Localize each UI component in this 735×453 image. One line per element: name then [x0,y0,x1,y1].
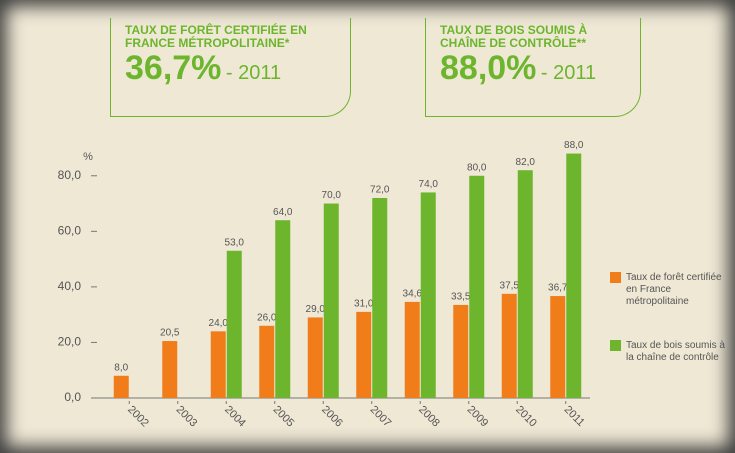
legend-swatch [610,272,621,283]
bar [404,301,420,398]
callout-title: TAUX DE FORÊT CERTIFIÉE EN FRANCE MÉTROP… [125,23,307,50]
value-label: 36,7 [548,283,568,294]
legend-label: Taux de bois soumis à la chaîne de contr… [626,340,725,363]
value-label: 20,5 [160,328,180,339]
y-tick-label: 0,0 [64,390,81,404]
legend-label: Taux de forêt certifiée en France métrop… [626,272,722,307]
value-label: 53,0 [225,237,245,248]
x-tick-label: 2003 [174,404,200,430]
x-tick-label: 2006 [319,404,345,430]
bar [259,325,275,398]
value-label: 31,0 [354,299,374,310]
x-tick-label: 2005 [271,404,297,430]
x-tick-label: 2011 [562,404,587,429]
bar [162,341,178,398]
callout: TAUX DE FORÊT CERTIFIÉE EN FRANCE MÉTROP… [110,18,351,117]
y-tick-label: 80,0 [58,168,82,182]
value-label: 88,0 [564,140,584,151]
bar [307,317,323,398]
y-tick-label: 60,0 [58,224,82,238]
value-label: 82,0 [516,157,536,168]
bar [356,311,372,398]
y-tick-label: 40,0 [58,279,82,293]
bar [469,175,485,398]
bar [372,198,388,398]
value-label: 37,5 [500,280,520,291]
bar [517,170,533,398]
bar [453,304,469,398]
bar [113,375,129,398]
bar [323,203,339,398]
value-label: 74,0 [419,179,439,190]
bar [501,293,517,398]
y-axis-label: % [83,151,93,163]
x-tick-label: 2007 [368,404,394,430]
callout-year: - 2011 [540,62,597,84]
callout-title: TAUX DE BOIS SOUMIS À CHAÎNE DE CONTRÔLE… [440,23,588,50]
x-tick-label: 2008 [416,404,442,430]
bar [226,250,242,398]
bar [566,153,582,398]
value-label: 24,0 [209,318,229,329]
x-tick-label: 2004 [222,404,248,430]
value-label: 80,0 [467,162,487,173]
value-label: 29,0 [306,304,326,315]
callout: TAUX DE BOIS SOUMIS À CHAÎNE DE CONTRÔLE… [425,18,641,117]
value-label: 26,0 [257,312,277,323]
callout-value: 36,7% [125,49,222,87]
bar [275,220,291,398]
bar [420,192,436,398]
value-label: 8,0 [114,362,128,373]
value-label: 72,0 [370,185,390,196]
value-label: 70,0 [322,190,342,201]
x-tick-label: 2002 [125,404,151,430]
value-label: 64,0 [273,207,293,218]
value-label: 34,6 [403,289,423,300]
x-tick-label: 2010 [513,404,539,430]
value-label: 33,5 [451,292,471,303]
bar [210,331,226,398]
bar [550,296,566,398]
x-tick-label: 2009 [465,404,491,430]
legend-swatch [610,340,621,351]
callout-value: 88,0% [440,49,537,87]
callout-year: - 2011 [225,62,282,84]
y-tick-label: 20,0 [58,335,82,349]
